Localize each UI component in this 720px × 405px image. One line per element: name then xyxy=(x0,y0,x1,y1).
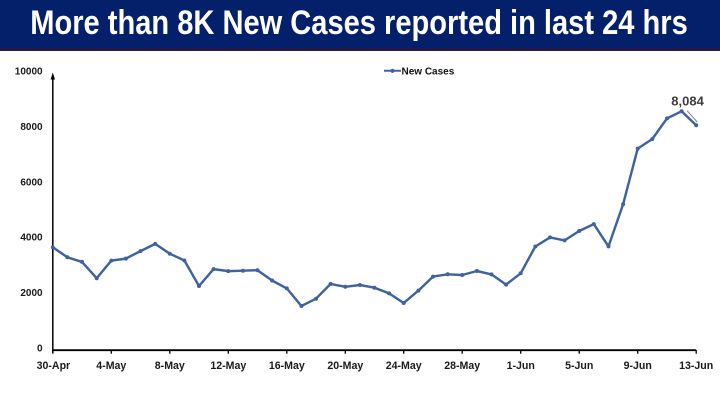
svg-text:6000: 6000 xyxy=(20,177,43,188)
svg-text:4000: 4000 xyxy=(20,233,43,244)
svg-text:4-May: 4-May xyxy=(96,360,126,372)
svg-text:16-May: 16-May xyxy=(269,360,305,372)
svg-text:20-May: 20-May xyxy=(327,360,363,372)
svg-text:8,084: 8,084 xyxy=(671,94,704,109)
svg-text:9-Jun: 9-Jun xyxy=(624,360,652,372)
svg-text:28-May: 28-May xyxy=(444,360,480,372)
svg-text:30-Apr: 30-Apr xyxy=(37,360,71,372)
svg-text:0: 0 xyxy=(37,344,43,355)
svg-text:8000: 8000 xyxy=(20,122,43,133)
svg-text:12-May: 12-May xyxy=(210,360,246,372)
svg-text:24-May: 24-May xyxy=(386,360,422,372)
svg-text:8-May: 8-May xyxy=(155,360,185,372)
svg-text:1-Jun: 1-Jun xyxy=(507,360,535,372)
svg-text:2000: 2000 xyxy=(20,288,43,299)
svg-text:5-Jun: 5-Jun xyxy=(565,360,593,372)
svg-text:13-Jun: 13-Jun xyxy=(679,360,713,372)
svg-text:10000: 10000 xyxy=(15,67,43,78)
svg-text:New Cases: New Cases xyxy=(402,67,455,78)
